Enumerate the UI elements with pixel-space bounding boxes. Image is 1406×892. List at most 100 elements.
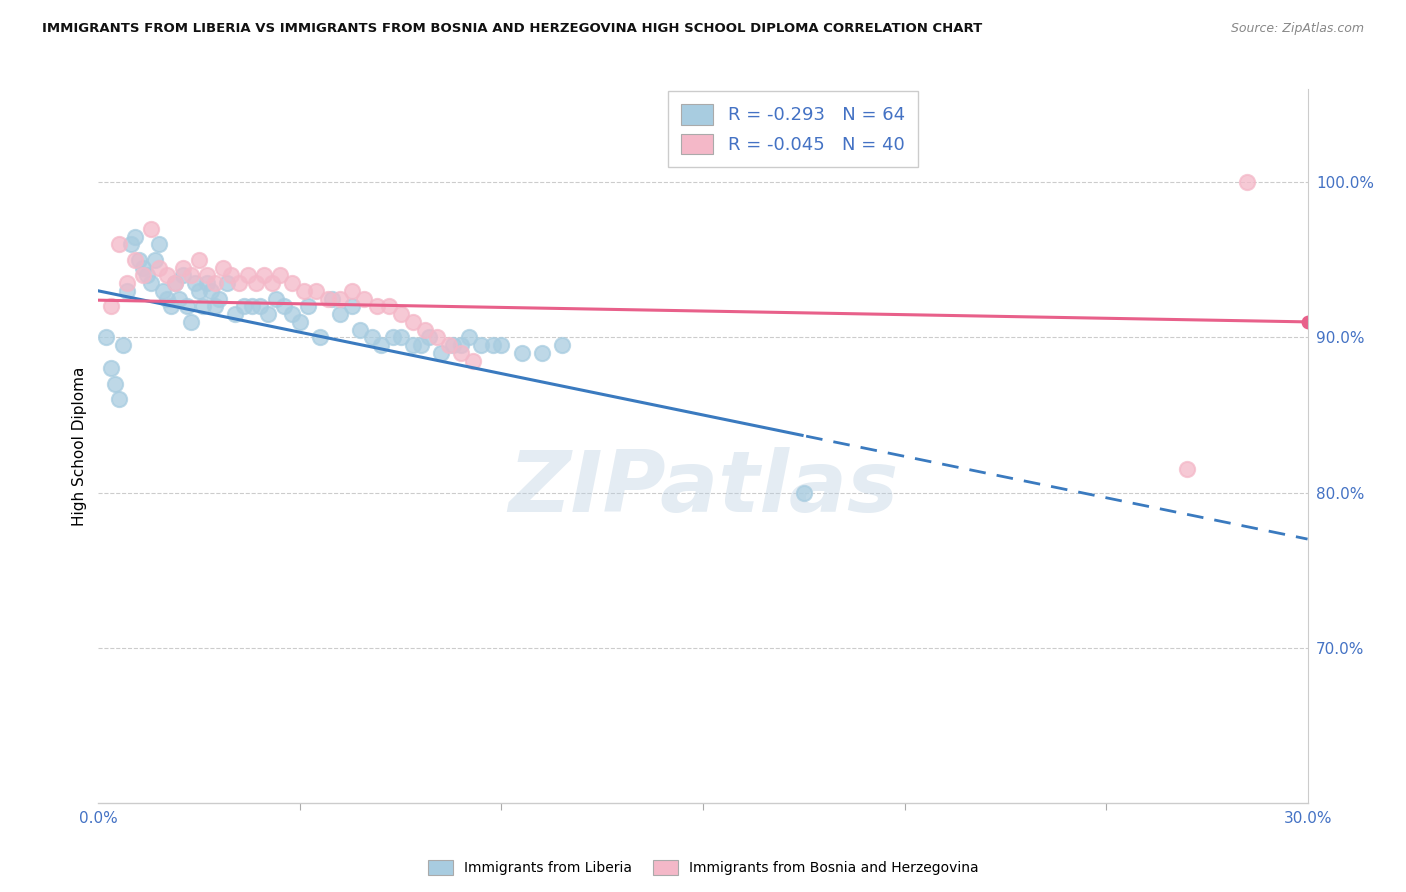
Point: [180, 315, 202, 329]
Point: [288, 315, 311, 329]
Point: [240, 299, 263, 313]
Point: [128, 252, 150, 267]
Point: [292, 284, 315, 298]
Point: [188, 284, 211, 298]
Point: [321, 292, 343, 306]
Point: [132, 260, 155, 275]
Point: [195, 268, 218, 283]
Point: [115, 284, 138, 298]
Point: [361, 330, 384, 344]
Point: [418, 330, 440, 344]
Point: [107, 392, 129, 407]
Point: [111, 338, 134, 352]
Point: [236, 268, 259, 283]
Point: [253, 268, 276, 283]
Point: [160, 299, 183, 313]
Point: [458, 330, 481, 344]
Point: [217, 276, 239, 290]
Point: [139, 222, 162, 236]
Point: [366, 299, 388, 313]
Point: [124, 229, 146, 244]
Point: [188, 252, 211, 267]
Point: [204, 276, 226, 290]
Text: Source: ZipAtlas.com: Source: ZipAtlas.com: [1230, 22, 1364, 36]
Point: [176, 299, 198, 313]
Point: [232, 299, 254, 313]
Point: [212, 260, 235, 275]
Point: [441, 338, 464, 352]
Point: [463, 353, 485, 368]
Point: [163, 276, 186, 290]
Point: [377, 299, 399, 313]
Legend: R = -0.293   N = 64, R = -0.045   N = 40: R = -0.293 N = 64, R = -0.045 N = 40: [668, 91, 918, 167]
Point: [793, 485, 815, 500]
Point: [245, 276, 267, 290]
Point: [281, 276, 304, 290]
Point: [228, 276, 250, 290]
Point: [342, 299, 364, 313]
Point: [193, 299, 215, 313]
Point: [413, 323, 436, 337]
Point: [309, 330, 332, 344]
Point: [281, 307, 304, 321]
Point: [389, 330, 412, 344]
Text: ZIPatlas: ZIPatlas: [508, 447, 898, 531]
Legend: Immigrants from Liberia, Immigrants from Bosnia and Herzegovina: Immigrants from Liberia, Immigrants from…: [422, 855, 984, 880]
Point: [148, 237, 170, 252]
Point: [156, 268, 179, 283]
Point: [139, 276, 162, 290]
Point: [180, 268, 202, 283]
Point: [200, 284, 222, 298]
Point: [107, 237, 129, 252]
Point: [426, 330, 449, 344]
Point: [273, 299, 295, 313]
Point: [381, 330, 404, 344]
Point: [329, 292, 352, 306]
Point: [409, 338, 432, 352]
Point: [297, 299, 319, 313]
Point: [370, 338, 392, 352]
Point: [530, 346, 553, 360]
Point: [437, 338, 460, 352]
Point: [402, 338, 425, 352]
Point: [156, 292, 179, 306]
Point: [316, 292, 339, 306]
Text: IMMIGRANTS FROM LIBERIA VS IMMIGRANTS FROM BOSNIA AND HERZEGOVINA HIGH SCHOOL DI: IMMIGRANTS FROM LIBERIA VS IMMIGRANTS FR…: [42, 22, 983, 36]
Point: [349, 323, 371, 337]
Point: [450, 346, 472, 360]
Point: [470, 338, 492, 352]
Point: [450, 338, 472, 352]
Point: [224, 307, 246, 321]
Point: [482, 338, 505, 352]
Point: [204, 299, 226, 313]
Point: [329, 307, 352, 321]
Point: [342, 284, 364, 298]
Point: [100, 361, 122, 376]
Point: [389, 307, 412, 321]
Point: [103, 376, 125, 391]
Point: [1236, 175, 1258, 189]
Point: [305, 284, 328, 298]
Point: [184, 276, 207, 290]
Point: [172, 268, 194, 283]
Point: [269, 268, 291, 283]
Point: [208, 292, 231, 306]
Point: [100, 299, 122, 313]
Point: [135, 268, 157, 283]
Point: [249, 299, 271, 313]
Point: [551, 338, 574, 352]
Point: [260, 276, 283, 290]
Point: [510, 346, 533, 360]
Point: [120, 237, 142, 252]
Point: [221, 268, 243, 283]
Point: [172, 260, 194, 275]
Point: [402, 315, 425, 329]
Point: [195, 276, 218, 290]
Point: [163, 276, 186, 290]
Point: [115, 276, 138, 290]
Point: [132, 268, 155, 283]
Point: [353, 292, 375, 306]
Point: [152, 284, 174, 298]
Point: [96, 330, 118, 344]
Point: [1175, 462, 1198, 476]
